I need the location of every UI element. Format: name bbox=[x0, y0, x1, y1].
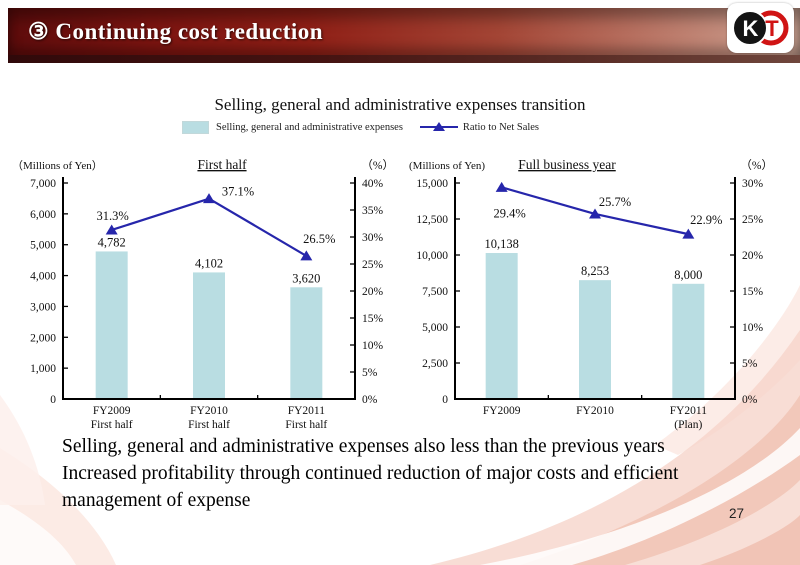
svg-text:（Millions of Yen）: （Millions of Yen） bbox=[12, 159, 103, 172]
svg-text:FY2011: FY2011 bbox=[288, 405, 326, 417]
svg-text:2,500: 2,500 bbox=[422, 358, 448, 370]
svg-text:20%: 20% bbox=[362, 286, 384, 298]
svg-text:5,000: 5,000 bbox=[30, 240, 56, 252]
svg-text:0%: 0% bbox=[742, 394, 758, 406]
svg-text:29.4%: 29.4% bbox=[494, 206, 526, 220]
svg-text:3,620: 3,620 bbox=[292, 271, 320, 285]
svg-text:8,000: 8,000 bbox=[674, 268, 702, 282]
svg-text:FY2010: FY2010 bbox=[576, 405, 614, 417]
svg-text:15%: 15% bbox=[742, 286, 764, 298]
summary-line-2: Increased profitability through continue… bbox=[62, 463, 679, 511]
svg-text:10,138: 10,138 bbox=[484, 237, 518, 251]
svg-text:15,000: 15,000 bbox=[416, 178, 448, 190]
svg-text:1,000: 1,000 bbox=[30, 363, 56, 375]
svg-text:31.3%: 31.3% bbox=[97, 209, 129, 223]
svg-text:30%: 30% bbox=[742, 178, 764, 190]
svg-text:6,000: 6,000 bbox=[30, 209, 56, 221]
svg-text:3,000: 3,000 bbox=[30, 301, 56, 313]
svg-text:10%: 10% bbox=[742, 322, 764, 334]
svg-text:25%: 25% bbox=[362, 259, 384, 271]
svg-text:25%: 25% bbox=[742, 214, 764, 226]
svg-text:(Plan): (Plan) bbox=[674, 419, 702, 431]
svg-text:30%: 30% bbox=[362, 232, 384, 244]
svg-text:0%: 0% bbox=[362, 394, 378, 406]
svg-text:5%: 5% bbox=[742, 358, 758, 370]
page-title: ③ Continuing cost reduction bbox=[28, 19, 324, 44]
svg-text:8,253: 8,253 bbox=[581, 264, 609, 278]
svg-text:T: T bbox=[765, 16, 779, 41]
svg-text:First half: First half bbox=[285, 419, 327, 431]
svg-text:FY2009: FY2009 bbox=[93, 405, 131, 417]
svg-text:4,102: 4,102 bbox=[195, 256, 223, 270]
svg-text:10,000: 10,000 bbox=[416, 250, 448, 262]
svg-text:Full business year: Full business year bbox=[518, 157, 616, 172]
svg-text:5%: 5% bbox=[362, 367, 378, 379]
line-series-label: Ratio to Net Sales bbox=[462, 121, 540, 133]
svg-text:25.7%: 25.7% bbox=[599, 195, 631, 209]
svg-text:（%）: （%） bbox=[361, 159, 394, 172]
svg-text:10%: 10% bbox=[362, 340, 384, 352]
svg-text:4,000: 4,000 bbox=[30, 271, 56, 283]
svg-text:15%: 15% bbox=[362, 313, 384, 325]
chart-legend: Selling, general and administrative expe… bbox=[182, 119, 539, 135]
svg-text:37.1%: 37.1% bbox=[222, 185, 254, 199]
svg-text:4,782: 4,782 bbox=[98, 235, 126, 249]
line-series-marker-icon bbox=[419, 122, 458, 131]
svg-text:7,500: 7,500 bbox=[422, 286, 448, 298]
svg-text:40%: 40% bbox=[362, 178, 384, 190]
svg-text:(Millions of Yen): (Millions of Yen) bbox=[409, 160, 485, 172]
svg-text:20%: 20% bbox=[742, 250, 764, 262]
svg-text:0: 0 bbox=[50, 394, 56, 406]
header-banner: ③ Continuing cost reduction bbox=[8, 8, 800, 55]
svg-text:（%）: （%） bbox=[740, 159, 773, 172]
svg-text:26.5%: 26.5% bbox=[303, 232, 335, 246]
svg-text:22.9%: 22.9% bbox=[690, 213, 722, 227]
chart-section-title: Selling, general and administrative expe… bbox=[214, 95, 586, 114]
kt-logo-icon: T K bbox=[727, 3, 794, 53]
svg-text:5,000: 5,000 bbox=[422, 322, 448, 334]
svg-text:FY2009: FY2009 bbox=[483, 405, 521, 417]
svg-text:0: 0 bbox=[442, 394, 448, 406]
svg-text:FY2011: FY2011 bbox=[670, 405, 708, 417]
svg-text:First half: First half bbox=[188, 419, 230, 431]
svg-text:First half: First half bbox=[91, 419, 133, 431]
page-number: 27 bbox=[729, 506, 745, 521]
bar-series-swatch bbox=[182, 120, 209, 134]
header-stripe bbox=[8, 55, 800, 63]
summary-text: Selling, general and administrative expe… bbox=[62, 433, 738, 514]
chart-first-half: 0 1,000 2,000 3,000 4,000 5,000 6,000 7,000 0% 5%… bbox=[12, 157, 394, 431]
chart-full-business-year: 0 2,500 5,000 7,500 10,000 12,500 15,000 0% 5% 10… bbox=[409, 157, 773, 431]
svg-text:First half: First half bbox=[197, 157, 247, 172]
svg-text:12,500: 12,500 bbox=[416, 214, 448, 226]
summary-line-1: Selling, general and administrative expe… bbox=[62, 436, 665, 457]
bar-series-label: Selling, general and administrative expe… bbox=[216, 121, 403, 133]
svg-text:35%: 35% bbox=[362, 205, 384, 217]
svg-text:2,000: 2,000 bbox=[30, 332, 56, 344]
svg-text:K: K bbox=[743, 16, 759, 41]
svg-text:FY2010: FY2010 bbox=[190, 405, 228, 417]
svg-text:7,000: 7,000 bbox=[30, 178, 56, 190]
